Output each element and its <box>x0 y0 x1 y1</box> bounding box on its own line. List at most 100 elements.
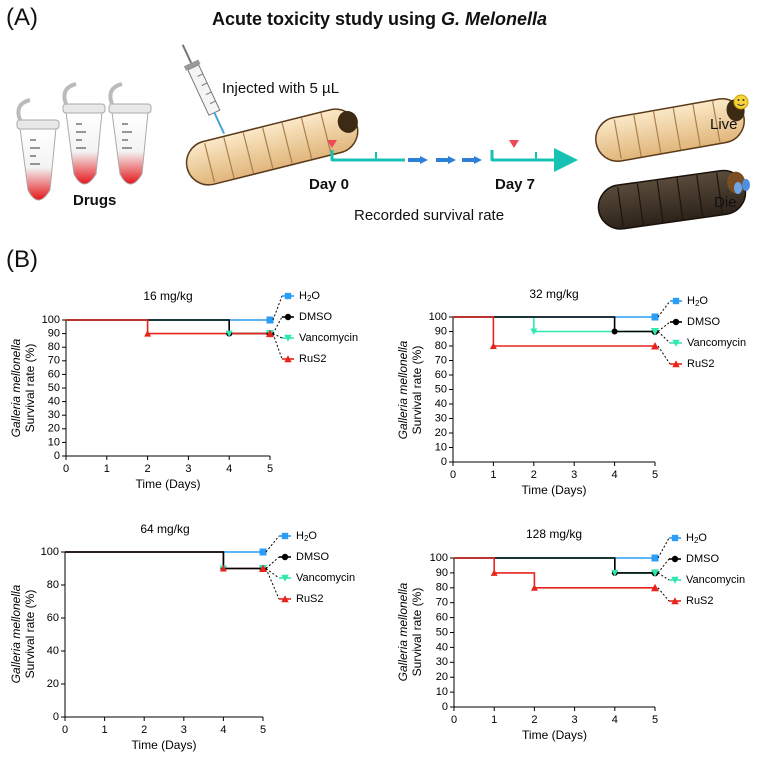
y-axis-label: Galleria mellonellaSurvival rate (%) <box>396 582 424 681</box>
legend-marker-dmso <box>672 318 680 326</box>
legend-leader <box>657 331 671 344</box>
x-tick-label: 4 <box>220 724 226 736</box>
legend-marker-vancomycin <box>671 576 679 584</box>
y-tick-label: 70 <box>48 355 60 367</box>
series-line-vancomycin <box>453 316 655 333</box>
series-end-marker-h2o <box>651 313 659 321</box>
series-end-marker-h2o <box>651 554 659 562</box>
x-tick-label: 2 <box>531 469 537 481</box>
x-tick-label: 1 <box>491 714 497 726</box>
series-point-rus2 <box>490 569 498 576</box>
legend-leader <box>657 345 671 365</box>
legend-marker-rus2 <box>671 597 679 605</box>
legend-leader <box>265 568 280 579</box>
larva-dead <box>597 169 747 230</box>
legend-leader <box>657 537 670 559</box>
y-tick-label: 20 <box>48 423 60 435</box>
legend-leader <box>657 558 670 574</box>
x-axis-label: Time (Days) <box>132 738 197 752</box>
legend-label: H2O <box>687 295 708 308</box>
panel-a-label: (A) <box>6 4 38 31</box>
y-tick-label: 80 <box>48 341 60 353</box>
chart-title: 16 mg/kg <box>143 289 192 303</box>
legend-leader <box>657 300 671 318</box>
series-line-rus2 <box>453 316 655 347</box>
series-end-marker-rus2 <box>259 564 267 572</box>
legend-leader <box>272 295 283 321</box>
legend-label: DMSO <box>687 316 720 328</box>
legend-leader <box>272 316 283 334</box>
legend-label: Vancomycin <box>687 337 746 349</box>
day0-label: Day 0 <box>309 176 350 193</box>
x-tick-label: 4 <box>612 714 618 726</box>
legend-leader <box>265 568 280 600</box>
y-tick-label: 80 <box>47 579 59 591</box>
legend-marker-vancomycin <box>284 334 292 342</box>
y-axis-label: Galleria mellonellaSurvival rate (%) <box>9 338 37 437</box>
y-axis-label: Galleria mellonellaSurvival rate (%) <box>396 340 424 439</box>
y-tick-label: 60 <box>48 368 60 380</box>
x-tick-label: 2 <box>531 714 537 726</box>
legend-label: RuS2 <box>296 593 324 605</box>
y-tick-label: 90 <box>435 325 447 337</box>
syringe-icon <box>181 44 225 134</box>
tears-icon <box>734 179 750 194</box>
y-tick-label: 20 <box>47 678 59 690</box>
series-point-rus2 <box>530 584 538 591</box>
series-end-marker-rus2 <box>651 342 659 350</box>
series-end-marker-h2o <box>266 316 274 324</box>
legend-marker-h2o <box>671 534 679 542</box>
day0-marker-icon <box>327 140 337 148</box>
y-tick-label: 90 <box>48 328 60 340</box>
x-tick-label: 0 <box>451 714 457 726</box>
y-tick-label: 10 <box>436 686 448 698</box>
legend-label: DMSO <box>686 553 719 565</box>
series-line-dmso <box>454 557 655 574</box>
workflow-illustration <box>16 44 750 230</box>
drug-tube-3 <box>108 82 152 185</box>
y-tick-label: 60 <box>47 612 59 624</box>
legend-marker-h2o <box>672 297 680 305</box>
legend-label: H2O <box>686 532 707 545</box>
x-tick-label: 4 <box>226 463 232 475</box>
y-tick-label: 100 <box>430 552 448 564</box>
legend-label: Vancomycin <box>686 574 745 586</box>
legend-label: H2O <box>296 530 317 543</box>
x-axis-label: Time (Days) <box>522 728 587 742</box>
chart-title: 32 mg/kg <box>529 287 578 301</box>
y-axis-label: Galleria mellonellaSurvival rate (%) <box>9 584 37 683</box>
y-tick-label: 60 <box>435 369 447 381</box>
legend-label: H2O <box>299 290 320 303</box>
x-tick-label: 2 <box>141 724 147 736</box>
y-tick-label: 40 <box>435 398 447 410</box>
y-tick-label: 50 <box>48 382 60 394</box>
y-tick-label: 30 <box>48 409 60 421</box>
series-end-marker-h2o <box>259 548 267 556</box>
panel-b-label: (B) <box>6 246 38 273</box>
x-tick-label: 5 <box>267 463 273 475</box>
series-line-dmso <box>453 316 655 333</box>
y-tick-label: 100 <box>42 314 60 326</box>
x-tick-label: 3 <box>181 724 187 736</box>
y-tick-label: 20 <box>435 427 447 439</box>
y-tick-label: 50 <box>435 383 447 395</box>
larva-injected <box>185 108 359 186</box>
legend-leader <box>265 535 280 553</box>
series-end-marker-rus2 <box>651 583 659 592</box>
series-point-vancomycin <box>225 330 233 338</box>
drug-tube-1 <box>16 98 60 201</box>
legend-label: RuS2 <box>686 595 714 607</box>
legend-leader <box>657 587 670 602</box>
legend-leader <box>265 556 280 569</box>
y-tick-label: 100 <box>41 546 59 558</box>
legend-leader <box>657 572 670 581</box>
legend-leader <box>657 321 671 332</box>
y-tick-label: 0 <box>441 456 447 468</box>
series-line-vancomycin <box>65 551 263 570</box>
legend-marker-dmso <box>281 553 289 561</box>
series-point-dmso <box>611 328 618 335</box>
x-tick-label: 5 <box>652 714 658 726</box>
